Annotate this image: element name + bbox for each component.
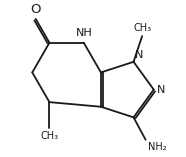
Text: NH₂: NH₂ bbox=[148, 142, 167, 152]
Text: NH: NH bbox=[75, 28, 92, 38]
Text: CH₃: CH₃ bbox=[40, 131, 59, 141]
Text: N: N bbox=[135, 50, 144, 60]
Text: O: O bbox=[31, 3, 41, 16]
Text: N: N bbox=[157, 85, 166, 95]
Text: CH₃: CH₃ bbox=[134, 23, 152, 33]
